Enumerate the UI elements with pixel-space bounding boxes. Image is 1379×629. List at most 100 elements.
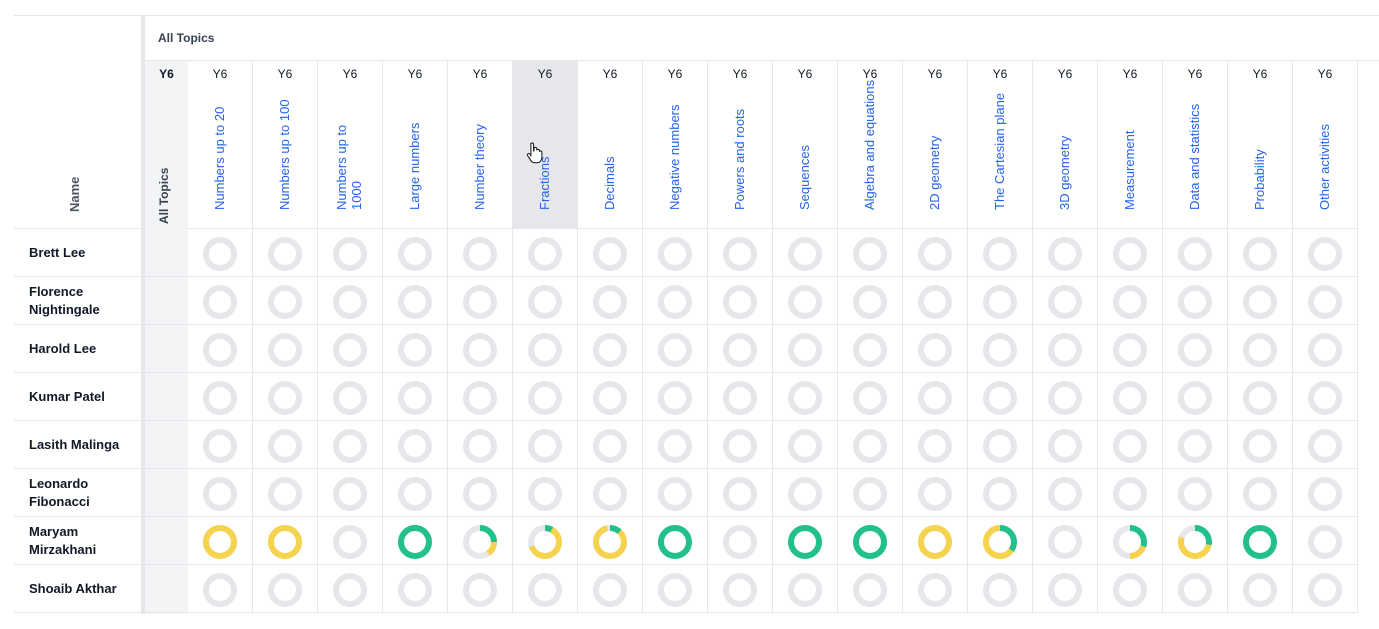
student-name[interactable]: Brett Lee — [14, 229, 141, 277]
progress-cell[interactable] — [383, 565, 448, 613]
progress-cell[interactable] — [1163, 229, 1228, 277]
topic-link[interactable]: 2D geometry — [927, 135, 942, 210]
progress-cell[interactable] — [578, 277, 643, 325]
progress-cell[interactable] — [708, 277, 773, 325]
progress-cell[interactable] — [1228, 565, 1293, 613]
progress-cell[interactable] — [578, 373, 643, 421]
progress-cell[interactable] — [318, 325, 383, 373]
topic-column-header[interactable]: Y6 3D geometry — [1033, 61, 1098, 229]
topic-link[interactable]: Number theory — [472, 124, 487, 210]
progress-cell[interactable] — [253, 517, 318, 565]
topic-column-header[interactable]: Y6 2D geometry — [903, 61, 968, 229]
progress-cell[interactable] — [708, 469, 773, 517]
progress-cell[interactable] — [773, 277, 838, 325]
progress-cell[interactable] — [1293, 517, 1358, 565]
progress-cell[interactable] — [643, 373, 708, 421]
progress-cell[interactable] — [578, 325, 643, 373]
progress-cell[interactable] — [383, 325, 448, 373]
progress-cell[interactable] — [838, 229, 903, 277]
progress-cell[interactable] — [1163, 565, 1228, 613]
progress-cell[interactable] — [253, 229, 318, 277]
progress-cell[interactable] — [188, 469, 253, 517]
progress-cell[interactable] — [1228, 277, 1293, 325]
progress-cell[interactable] — [513, 517, 578, 565]
progress-cell[interactable] — [578, 565, 643, 613]
progress-cell[interactable] — [318, 421, 383, 469]
student-name[interactable]: Leonardo Fibonacci — [14, 469, 141, 517]
student-name[interactable]: Lasith Malinga — [14, 421, 141, 469]
topic-column-header[interactable]: Y6 Decimals — [578, 61, 643, 229]
topic-column-header[interactable]: Y6 The Cartesian plane — [968, 61, 1033, 229]
progress-cell[interactable] — [318, 229, 383, 277]
progress-cell[interactable] — [1098, 325, 1163, 373]
student-name[interactable]: Kumar Patel — [14, 373, 141, 421]
progress-cell[interactable] — [513, 565, 578, 613]
topic-link[interactable]: Decimals — [602, 156, 617, 210]
progress-cell[interactable] — [513, 469, 578, 517]
progress-cell[interactable] — [253, 277, 318, 325]
topic-column-header[interactable]: Y6 Number theory — [448, 61, 513, 229]
progress-cell[interactable] — [708, 421, 773, 469]
progress-cell[interactable] — [448, 517, 513, 565]
progress-cell[interactable] — [1163, 325, 1228, 373]
progress-cell[interactable] — [968, 517, 1033, 565]
topic-column-header[interactable]: Y6 Other activities — [1293, 61, 1358, 229]
topic-link[interactable]: The Cartesian plane — [992, 92, 1007, 210]
progress-cell[interactable] — [448, 421, 513, 469]
progress-cell[interactable] — [1293, 421, 1358, 469]
progress-cell[interactable] — [1228, 373, 1293, 421]
topic-column-header[interactable]: Y6 Powers and roots — [708, 61, 773, 229]
progress-cell[interactable] — [643, 517, 708, 565]
progress-cell[interactable] — [188, 517, 253, 565]
topic-column-header[interactable]: Y6 Numbers up to 20 — [188, 61, 253, 229]
progress-cell[interactable] — [1033, 373, 1098, 421]
progress-cell[interactable] — [643, 469, 708, 517]
progress-cell[interactable] — [773, 421, 838, 469]
progress-cell[interactable] — [318, 565, 383, 613]
progress-cell[interactable] — [1033, 277, 1098, 325]
topic-column-header[interactable]: Y6 Numbers up to 100 — [253, 61, 318, 229]
progress-cell[interactable] — [708, 565, 773, 613]
topic-column-header[interactable]: Y6 Large numbers — [383, 61, 448, 229]
topic-link[interactable]: Probability — [1252, 149, 1267, 210]
progress-cell[interactable] — [1163, 373, 1228, 421]
progress-cell[interactable] — [188, 229, 253, 277]
progress-cell[interactable] — [253, 325, 318, 373]
student-name[interactable]: Harold Lee — [14, 325, 141, 373]
progress-cell[interactable] — [383, 469, 448, 517]
progress-cell[interactable] — [1098, 373, 1163, 421]
progress-cell[interactable] — [903, 277, 968, 325]
progress-cell[interactable] — [448, 469, 513, 517]
progress-cell[interactable] — [513, 277, 578, 325]
progress-cell[interactable] — [643, 277, 708, 325]
progress-cell[interactable] — [643, 565, 708, 613]
progress-cell[interactable] — [643, 421, 708, 469]
progress-cell[interactable] — [968, 421, 1033, 469]
topic-column-header[interactable]: Y6 Negative numbers — [643, 61, 708, 229]
progress-cell[interactable] — [253, 565, 318, 613]
progress-cell[interactable] — [1033, 229, 1098, 277]
topic-column-header[interactable]: Y6 Data and statistics — [1163, 61, 1228, 229]
progress-cell[interactable] — [188, 421, 253, 469]
progress-cell[interactable] — [838, 565, 903, 613]
progress-cell[interactable] — [1033, 469, 1098, 517]
topic-column-header[interactable]: Y6 Sequences — [773, 61, 838, 229]
progress-cell[interactable] — [1163, 469, 1228, 517]
progress-cell[interactable] — [708, 229, 773, 277]
progress-cell[interactable] — [383, 229, 448, 277]
topic-link[interactable]: Numbers up to 100 — [277, 99, 292, 210]
progress-cell[interactable] — [1163, 277, 1228, 325]
progress-cell[interactable] — [1033, 517, 1098, 565]
progress-cell[interactable] — [1228, 469, 1293, 517]
progress-cell[interactable] — [838, 517, 903, 565]
progress-cell[interactable] — [968, 325, 1033, 373]
progress-cell[interactable] — [513, 229, 578, 277]
student-name[interactable]: Maryam Mirzakhani — [14, 517, 141, 565]
progress-cell[interactable] — [188, 565, 253, 613]
progress-cell[interactable] — [188, 373, 253, 421]
progress-cell[interactable] — [383, 373, 448, 421]
progress-cell[interactable] — [773, 229, 838, 277]
progress-cell[interactable] — [1228, 421, 1293, 469]
topic-column-header[interactable]: Y6 Algebra and equations — [838, 61, 903, 229]
progress-cell[interactable] — [188, 277, 253, 325]
